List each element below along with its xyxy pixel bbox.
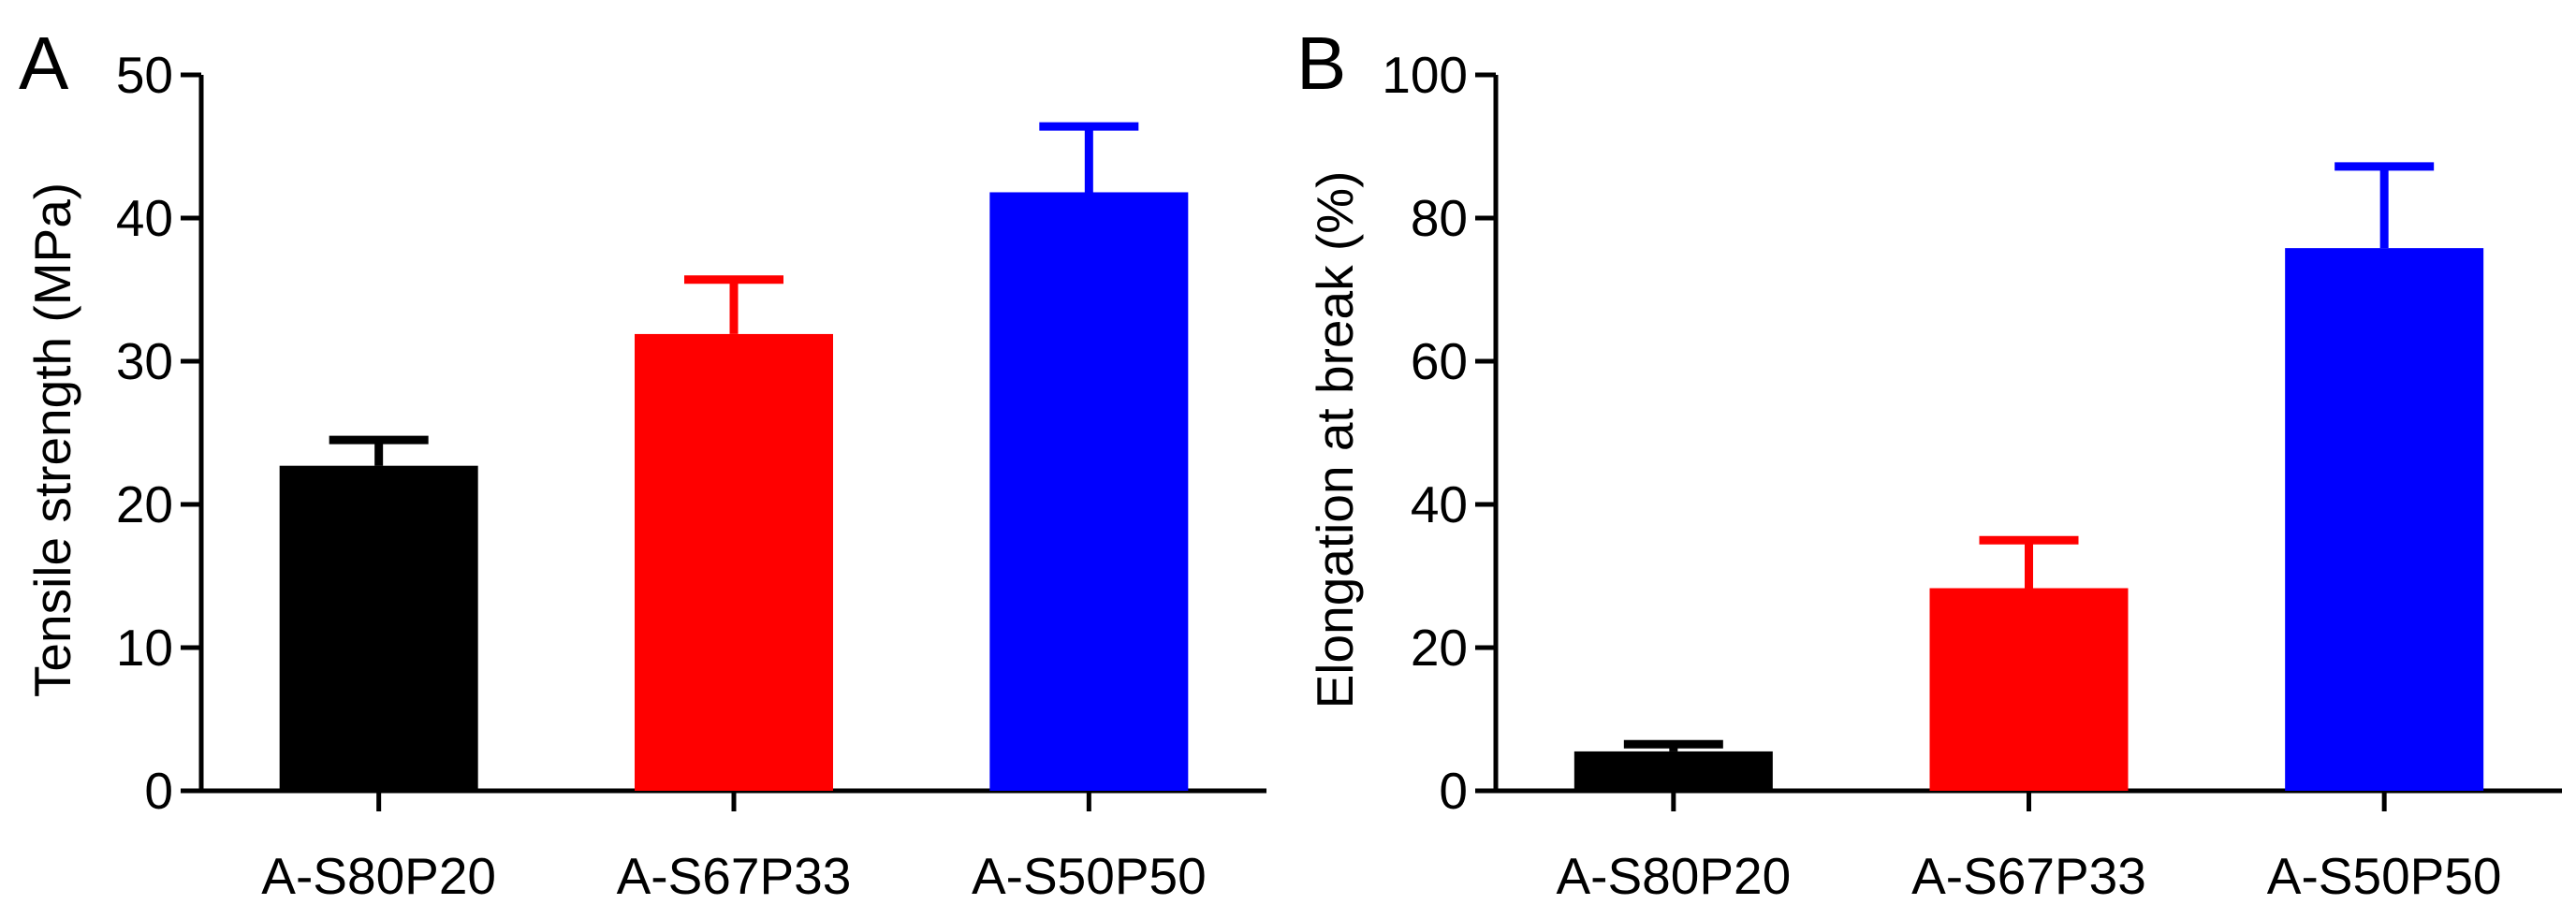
bar [279,465,478,791]
bars [279,122,1189,791]
category-labels: A-S80P20 A-S67P33 A-S50P50 [1556,791,2502,905]
panel-label: A [19,22,69,105]
y-tick-label: 50 [116,46,173,104]
y-axis-title: Elongation at break (%) [1306,171,1364,709]
bar [989,192,1189,791]
category-label: A-S80P20 [261,847,496,905]
y-tick-label: 0 [144,762,173,820]
bar [635,333,833,791]
bar [1929,588,2129,791]
y-tick-label: 20 [1411,619,1468,677]
y-ticks: 0 10 20 30 40 50 [116,46,201,820]
bars [1573,162,2484,791]
y-tick-label: 60 [1411,332,1468,390]
y-tick-label: 20 [116,475,173,533]
category-label: A-S50P50 [972,847,1207,905]
y-tick-label: 80 [1411,189,1468,247]
bar [2285,248,2484,791]
panel-label: B [1296,22,1346,105]
y-tick-label: 30 [116,332,173,390]
panel-b: B Elongation at break (%) 0 20 40 60 80 100 A… [1296,22,2562,905]
category-label: A-S67P33 [1911,847,2146,905]
category-label: A-S80P20 [1556,847,1791,905]
category-label: A-S67P33 [617,847,852,905]
y-tick-label: 40 [116,189,173,247]
y-tick-label: 40 [1411,475,1468,533]
panel-a: A Tensile strength (MPa) 0 10 20 30 40 50 A-S… [19,22,1266,905]
category-label: A-S50P50 [2267,847,2502,905]
y-axis-title: Tensile strength (MPa) [23,182,81,697]
y-tick-label: 100 [1382,46,1468,104]
category-labels: A-S80P20 A-S67P33 A-S50P50 [261,791,1207,905]
y-tick-label: 0 [1439,762,1468,820]
y-ticks: 0 20 40 60 80 100 [1382,46,1496,820]
bar [1573,751,1773,791]
y-tick-label: 10 [116,619,173,677]
